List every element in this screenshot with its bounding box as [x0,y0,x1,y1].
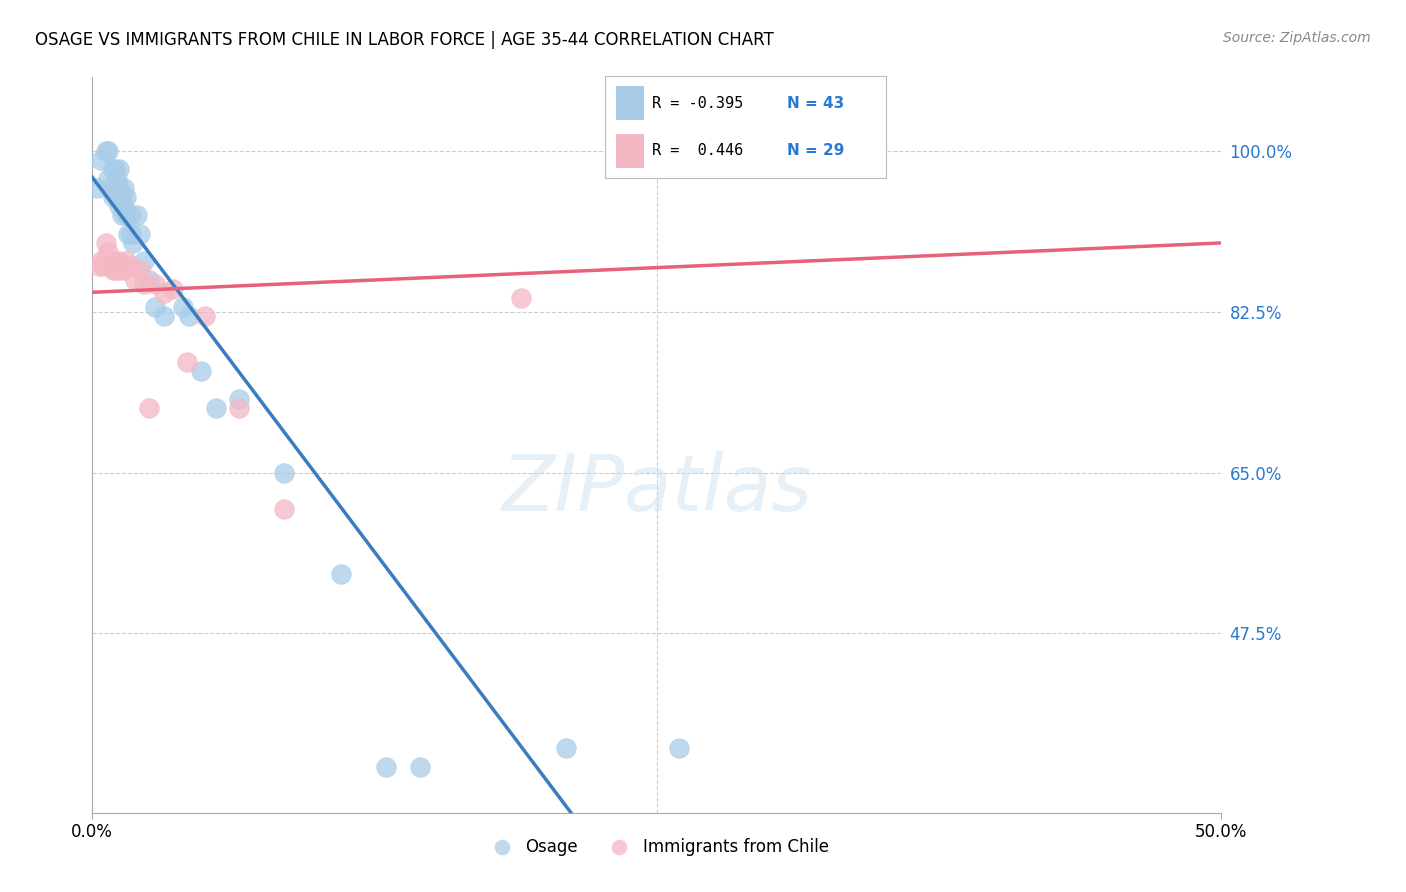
Point [90,254,112,268]
Point [172,300,194,314]
Point [205,401,228,416]
Point [94,235,117,250]
Point [104,259,127,273]
Point [780,144,803,158]
Point [190,364,212,378]
Point [124,272,146,286]
Point [117,227,139,241]
Point [374,759,396,773]
Point [115,254,138,268]
Point [108,162,131,177]
Point [145,300,167,314]
Point [132,254,155,268]
Point [228,392,250,406]
FancyBboxPatch shape [605,76,886,178]
Point [153,286,176,301]
Point [97,245,120,260]
Point [112,180,135,194]
Text: ZIPatlas: ZIPatlas [502,451,813,527]
Point [110,259,132,273]
Point [120,259,142,273]
Point [101,162,124,177]
FancyBboxPatch shape [616,135,644,168]
Point [101,190,124,204]
Point [555,741,578,756]
Point [110,190,132,204]
Text: N = 43: N = 43 [787,96,845,111]
Point [105,171,128,186]
Point [112,199,135,213]
Point [668,741,690,756]
Point [112,263,135,277]
Point [145,277,167,292]
Point [128,263,150,277]
Point [101,263,124,277]
Point [108,199,131,213]
Point [408,759,430,773]
Text: Source: ZipAtlas.com: Source: ZipAtlas.com [1223,31,1371,45]
Point [132,277,155,292]
Point [110,208,132,222]
Legend: Osage, Immigrants from Chile: Osage, Immigrants from Chile [478,831,835,863]
Point [329,566,352,581]
Point [108,263,131,277]
Point [104,180,127,194]
Point [104,162,127,177]
Point [120,227,142,241]
Point [97,171,120,186]
Point [105,190,128,204]
Point [98,259,121,273]
Point [127,208,149,222]
Point [128,227,150,241]
Point [97,144,120,158]
Point [179,310,201,324]
Point [228,401,250,416]
Point [273,466,295,480]
Point [153,310,176,324]
Point [98,180,121,194]
Text: R =  0.446: R = 0.446 [652,144,744,158]
Point [273,502,295,516]
Point [104,254,127,268]
Text: N = 29: N = 29 [787,144,845,158]
Point [510,291,533,305]
Point [121,235,143,250]
FancyBboxPatch shape [616,87,644,120]
Point [162,282,184,296]
Point [87,259,110,273]
Point [90,153,112,168]
Point [176,355,198,369]
Point [115,208,138,222]
Point [108,254,131,268]
Text: OSAGE VS IMMIGRANTS FROM CHILE IN LABOR FORCE | AGE 35-44 CORRELATION CHART: OSAGE VS IMMIGRANTS FROM CHILE IN LABOR … [35,31,773,49]
Point [108,180,131,194]
Point [115,190,138,204]
Point [93,259,115,273]
Point [138,401,160,416]
Text: R = -0.395: R = -0.395 [652,96,744,111]
Point [94,144,117,158]
Point [138,272,160,286]
Point [120,208,142,222]
Point [194,310,217,324]
Point [105,263,128,277]
Point [117,208,139,222]
Point [86,180,108,194]
